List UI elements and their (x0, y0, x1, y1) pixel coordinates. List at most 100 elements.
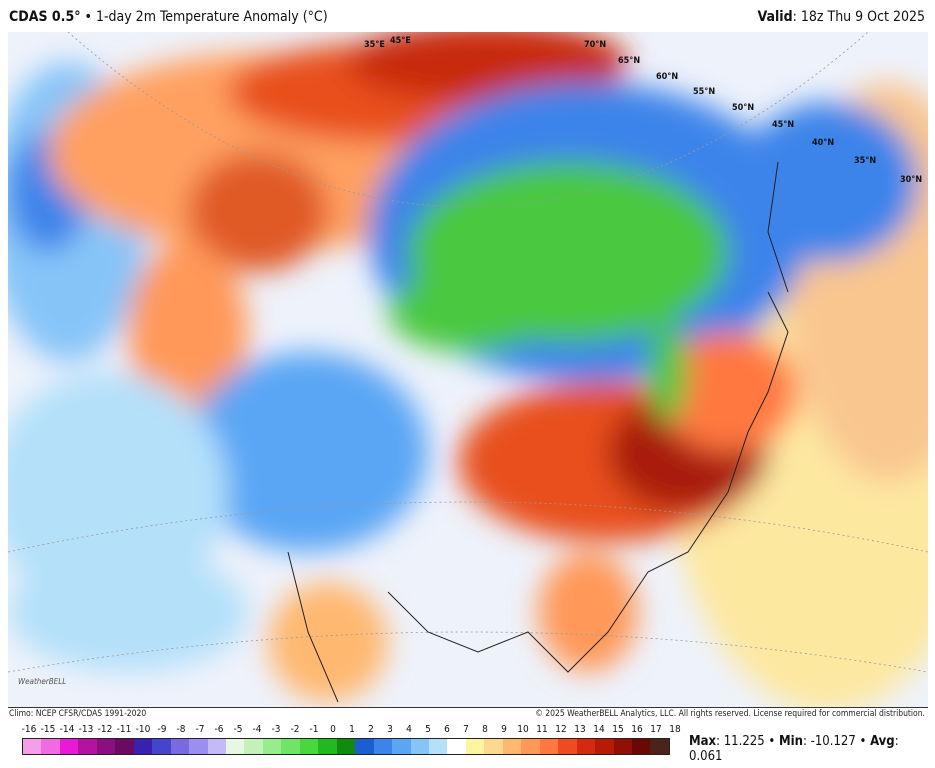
lat-label: 60°N (656, 72, 679, 82)
colorbar-label: 14 (593, 724, 605, 735)
colorbar-swatch (207, 739, 226, 754)
product-name: 1-day 2m Temperature Anomaly (°C) (95, 9, 328, 25)
colorbar-label: 7 (463, 724, 469, 735)
lat-label: 65°N (618, 56, 641, 66)
colorbar-swatch (595, 739, 614, 754)
lon-label: 35°E (364, 40, 385, 50)
colorbar-swatch (447, 739, 466, 754)
colorbar-swatch (41, 739, 60, 754)
colorbar-swatch (502, 739, 522, 754)
colorbar-label: -8 (176, 724, 186, 735)
separator: • (84, 9, 92, 25)
lat-label: 70°N (584, 40, 607, 50)
lat-label: 45°N (772, 120, 795, 130)
colorbar-swatch (521, 739, 540, 754)
colorbar-label: -9 (157, 724, 167, 735)
colorbar-label: 5 (425, 724, 431, 735)
colorbar-label: 11 (536, 724, 548, 735)
separator: • (855, 734, 871, 749)
colorbar-label: -10 (135, 724, 151, 735)
colorbar-swatch (170, 739, 190, 754)
max-value: : 11.225 (716, 734, 765, 749)
colorbar-swatch (613, 739, 632, 754)
colorbar-swatch (484, 739, 503, 754)
colorbar-swatch (299, 739, 319, 754)
map-title: CDAS 0.5° • 1-day 2m Temperature Anomaly… (9, 9, 328, 25)
colorbar-label: 13 (574, 724, 586, 735)
colorbar-label: -2 (290, 724, 300, 735)
colorbar-swatch (281, 739, 300, 754)
colorbar-label: 6 (444, 724, 450, 735)
colorbar-swatch (336, 739, 356, 754)
model-name: CDAS 0.5° (9, 9, 81, 25)
colorbar-label: 16 (631, 724, 643, 735)
colorbar-label: -13 (78, 724, 94, 735)
lat-label: 40°N (812, 138, 835, 148)
colorbar-labels: -16 -15 -14 -13 -12 -11 -10 -9 -8 -7 -6 -5 -4 -3 -2 -1 0… (15, 724, 681, 736)
colorbar-swatch (355, 739, 374, 754)
min-label: Min (778, 734, 803, 749)
colorbar-swatch (78, 739, 97, 754)
colorbar-label: -14 (59, 724, 75, 735)
colorbar-swatch (373, 739, 393, 754)
lon-label: 45°E (390, 36, 411, 46)
colorbar-swatch (152, 739, 171, 754)
colorbar-label: 15 (612, 724, 624, 735)
colorbar-swatch (576, 739, 596, 754)
colorbar-swatch (115, 739, 134, 754)
colorbar-label: 17 (650, 724, 662, 735)
colorbar-swatch (59, 739, 79, 754)
colorbar-label: -5 (233, 724, 243, 735)
colorbar-label: -4 (252, 724, 262, 735)
colorbar-label: 18 (669, 724, 681, 735)
colorbar-label: -15 (40, 724, 56, 735)
colorbar-swatch (23, 739, 42, 754)
colorbar-swatch (465, 739, 485, 754)
valid-label: Valid (757, 9, 793, 25)
avg-value: : 0.061 (689, 734, 899, 764)
colorbar-label: 8 (482, 724, 488, 735)
colorbar-label: 10 (517, 724, 529, 735)
colorbar-swatch (631, 739, 651, 754)
lat-label: 55°N (693, 87, 716, 97)
colorbar-label: 1 (349, 724, 355, 735)
colorbar-label: 4 (406, 724, 412, 735)
separator: • (764, 734, 779, 749)
avg-label: Avg (870, 734, 895, 749)
colorbar-swatch (189, 739, 208, 754)
colorbar-label: 0 (330, 724, 336, 735)
colorbar-swatch (318, 739, 337, 754)
colorbar-swatch (225, 739, 245, 754)
min-value: : -10.127 (802, 734, 856, 749)
colorbar-label: -6 (214, 724, 224, 735)
colorbar-label: 2 (368, 724, 374, 735)
colorbar-swatch (244, 739, 263, 754)
colorbar-swatch (558, 739, 577, 754)
climo-note: Climo: NCEP CFSR/CDAS 1991-2020 (9, 709, 147, 719)
colorbar-swatch (428, 739, 448, 754)
temperature-anomaly-map: 70°N 65°N 60°N 55°N 50°N 45°N 40°N 35°N … (8, 32, 928, 708)
colorbar-swatch (410, 739, 429, 754)
colorbar-label: -16 (21, 724, 37, 735)
anomaly-field (8, 32, 928, 707)
colorbar-swatch (650, 739, 669, 754)
colorbar (22, 738, 670, 755)
valid-value: : 18z Thu 9 Oct 2025 (792, 9, 925, 25)
colorbar-label: 12 (555, 724, 567, 735)
colorbar-label: -7 (195, 724, 205, 735)
colorbar-label: 9 (501, 724, 507, 735)
colorbar-swatch (539, 739, 559, 754)
colorbar-label: -3 (271, 724, 281, 735)
colorbar-swatch (262, 739, 282, 754)
valid-time: Valid: 18z Thu 9 Oct 2025 (758, 9, 926, 25)
lat-label: 35°N (854, 156, 877, 166)
colorbar-swatch (392, 739, 411, 754)
lat-label: 50°N (732, 103, 755, 113)
copyright-note: © 2025 WeatherBELL Analytics, LLC. All r… (535, 709, 925, 719)
colorbar-label: -12 (97, 724, 113, 735)
field-stats: Max: 11.225 • Min: -10.127 • Avg: 0.061 (689, 734, 935, 764)
colorbar-swatch (96, 739, 116, 754)
max-label: Max (689, 734, 717, 749)
colorbar-swatch (133, 739, 153, 754)
lat-label: 30°N (900, 175, 923, 185)
